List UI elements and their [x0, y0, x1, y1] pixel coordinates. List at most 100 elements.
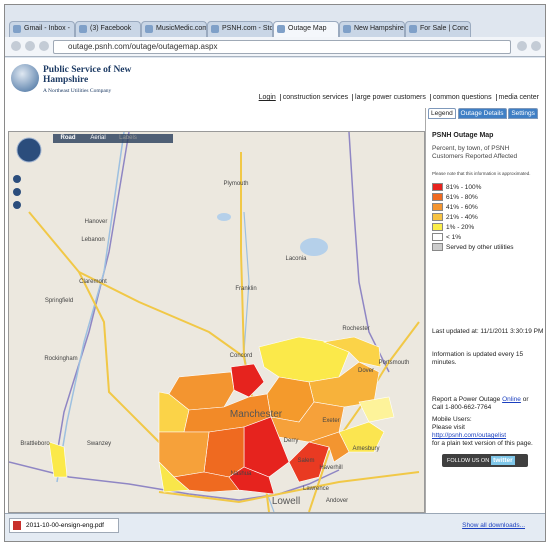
- legend-item: 1% - 20%: [432, 223, 514, 233]
- reload-button[interactable]: [39, 41, 49, 51]
- logo-title[interactable]: Public Service of New Hampshire: [43, 65, 132, 85]
- panel-tab[interactable]: Outage Details: [457, 108, 507, 119]
- town-area: [228, 466, 275, 495]
- legend-label: 81% - 100%: [446, 184, 482, 191]
- nav-link[interactable]: large power customers: [352, 94, 428, 101]
- legend-swatch: [432, 243, 443, 252]
- legend-label: 61% - 80%: [446, 194, 478, 201]
- show-all-downloads[interactable]: Show all downloads...: [462, 522, 525, 529]
- mobile-line: for a plain text version of this page.: [432, 440, 533, 447]
- panel-tabs: Legend Outage Details Settings: [428, 108, 538, 120]
- map-canvas: Hanover Lebanon Claremont Springfield Ro…: [9, 132, 424, 512]
- download-item[interactable]: 2011-10-00-ensign-eng.pdf: [9, 518, 119, 533]
- tab[interactable]: For Sale | Conc: [405, 21, 471, 37]
- town-area: [203, 426, 245, 478]
- place-label: Laconia: [285, 256, 307, 262]
- panel-note: Please note that this information is app…: [432, 171, 531, 176]
- outage-map[interactable]: Hanover Lebanon Claremont Springfield Ro…: [8, 131, 425, 513]
- place-label: Plymouth: [223, 181, 248, 187]
- zoom-out[interactable]: [13, 188, 21, 196]
- place-label: Hanover: [85, 219, 108, 225]
- outage-areas: [48, 336, 395, 495]
- logo-icon: [11, 64, 39, 92]
- river: [56, 132, 125, 483]
- place-label: Claremont: [79, 279, 107, 285]
- report-or: or: [522, 396, 529, 403]
- place-label: Springfield: [45, 298, 73, 304]
- tab[interactable]: Gmail - Inbox -: [9, 21, 75, 37]
- mobile-info: Mobile Users: Please visit http://psnh.c…: [432, 416, 544, 448]
- town-area: [270, 401, 345, 443]
- place-label: Rockingham: [44, 356, 77, 362]
- update-info: Information is updated every 15 minutes.: [432, 351, 524, 366]
- town-area: [307, 431, 350, 463]
- place-label: Amesbury: [352, 446, 379, 452]
- highway: [78, 271, 245, 358]
- nav-link[interactable]: common questions: [429, 94, 494, 101]
- legend-swatch: [432, 233, 443, 242]
- town-area: [288, 441, 330, 483]
- zoom-in[interactable]: [13, 175, 21, 183]
- legend-item: 41% - 60%: [432, 203, 514, 213]
- legend-item: Served by other utilities: [432, 243, 514, 253]
- panel-tab[interactable]: Settings: [508, 108, 538, 119]
- map-type-button[interactable]: Labels: [119, 135, 137, 141]
- legend-swatch: [432, 203, 443, 212]
- legend-swatch: [432, 193, 443, 202]
- top-nav: Login construction services large power …: [257, 94, 541, 101]
- mobile-link[interactable]: http://psnh.com/outagelist: [432, 432, 507, 439]
- browser-window: Gmail - Inbox - (3) Facebook MusicMedic.…: [4, 4, 546, 542]
- place-label: Exeter: [322, 418, 339, 424]
- tab[interactable]: MusicMedic.com: [141, 21, 207, 37]
- twitter-button[interactable]: FOLLOW US ON twitter: [442, 454, 528, 467]
- legend-label: 41% - 60%: [446, 204, 478, 211]
- town-area: [322, 336, 382, 368]
- menu-button[interactable]: [531, 41, 541, 51]
- tab[interactable]: PSNH.com - Sto: [207, 21, 273, 37]
- place-label: Derry: [284, 438, 299, 444]
- lake: [300, 238, 328, 256]
- report-outage: Report a Power Outage Online or Call 1-8…: [432, 396, 544, 412]
- state-border: [9, 461, 340, 501]
- report-link[interactable]: Online: [502, 396, 521, 403]
- legend-item: < 1%: [432, 233, 514, 243]
- bookmark-star[interactable]: [517, 41, 527, 51]
- legend-label: Served by other utilities: [446, 244, 514, 251]
- address-bar[interactable]: outage.psnh.com/outage/outagemap.aspx: [53, 40, 511, 54]
- pan-control[interactable]: [16, 137, 42, 163]
- tab[interactable]: (3) Facebook: [75, 21, 141, 37]
- place-label: Concord: [230, 353, 253, 359]
- last-updated: Last updated at: 11/1/2011 3:30:19 PM: [432, 328, 544, 335]
- legend-swatch: [432, 183, 443, 192]
- nav-link[interactable]: construction services: [279, 94, 351, 101]
- nav-link[interactable]: Login: [258, 94, 276, 101]
- legend-label: 21% - 40%: [446, 214, 478, 221]
- map-type-bar: Road Aerial Labels: [53, 134, 173, 143]
- mobile-line: Please visit: [432, 424, 465, 431]
- town-area: [358, 396, 395, 423]
- back-button[interactable]: [11, 41, 21, 51]
- highway: [28, 211, 190, 473]
- map-type-button[interactable]: Road: [60, 135, 76, 141]
- place-label: Rochester: [342, 326, 369, 332]
- nav-link[interactable]: media center: [495, 94, 541, 101]
- forward-button[interactable]: [25, 41, 35, 51]
- place-label: Portsmouth: [379, 360, 410, 366]
- tab[interactable]: Outage Map: [273, 21, 339, 37]
- place-label: Lebanon: [81, 237, 104, 243]
- place-label: Haverhill: [319, 465, 342, 471]
- panel-tab[interactable]: Legend: [428, 108, 456, 119]
- legend-item: 21% - 40%: [432, 213, 514, 223]
- tab[interactable]: New Hampshire: [339, 21, 405, 37]
- zoom-control[interactable]: [13, 201, 21, 209]
- map-type-button[interactable]: Aerial: [90, 135, 106, 141]
- lake: [217, 213, 231, 221]
- panel-title: PSNH Outage Map: [432, 132, 494, 139]
- legend-item: 61% - 80%: [432, 193, 514, 203]
- legend-label: < 1%: [446, 234, 461, 241]
- place-label: Lowell: [272, 496, 300, 507]
- place-label: Salem: [297, 458, 314, 464]
- place-label: Manchester: [230, 409, 283, 420]
- place-label: Brattleboro: [20, 441, 50, 447]
